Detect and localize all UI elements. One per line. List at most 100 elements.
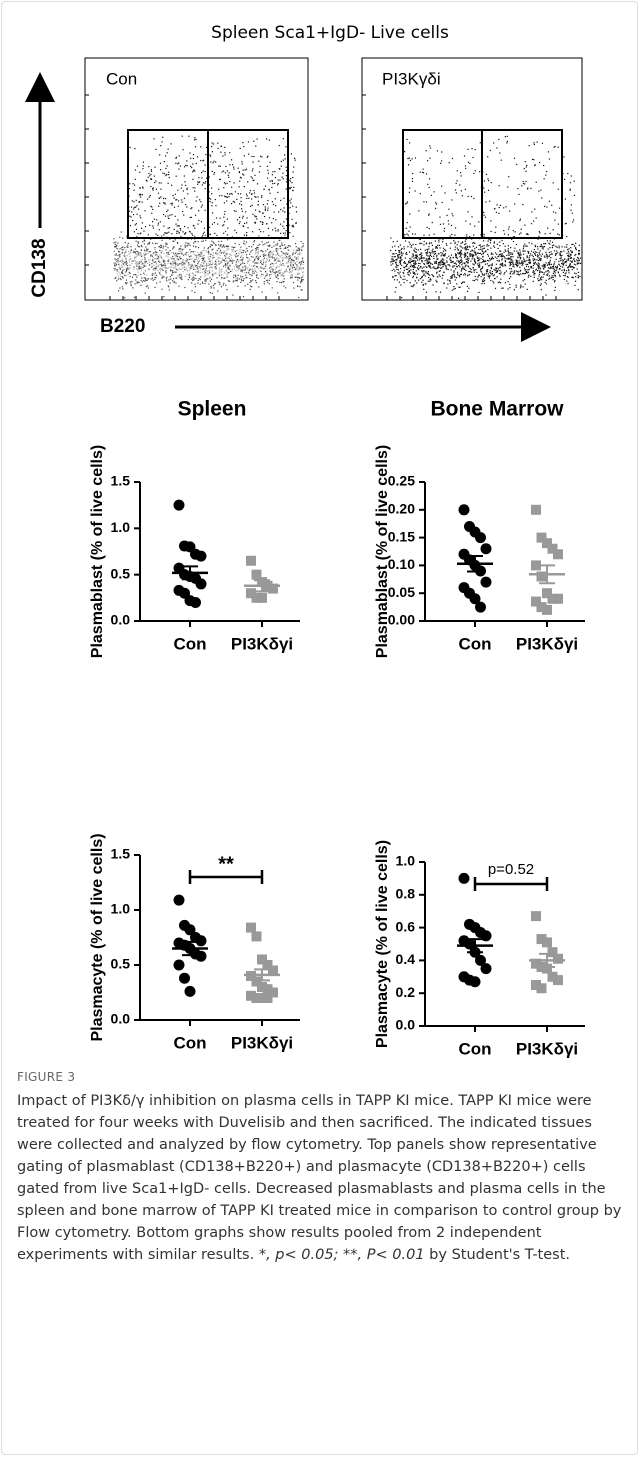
flow-event xyxy=(181,199,182,200)
flow-event xyxy=(528,275,529,276)
flow-event xyxy=(137,281,138,282)
flow-event xyxy=(521,229,522,230)
flow-event xyxy=(287,247,288,248)
flow-event xyxy=(202,184,203,185)
flow-event xyxy=(544,267,545,268)
flow-event xyxy=(444,255,445,256)
flow-event xyxy=(277,261,278,262)
flow-event xyxy=(210,264,211,265)
flow-event xyxy=(258,247,259,248)
flow-event xyxy=(576,273,577,274)
flow-event xyxy=(184,166,185,167)
flow-event xyxy=(224,221,225,222)
flow-event xyxy=(197,252,198,253)
flow-event xyxy=(236,261,237,262)
flow-event xyxy=(262,241,263,242)
flow-event xyxy=(393,241,394,242)
flow-event xyxy=(471,269,472,270)
flow-event xyxy=(239,249,240,250)
flow-event xyxy=(140,254,141,255)
flow-event xyxy=(246,234,247,235)
flow-event xyxy=(128,243,129,244)
flow-event xyxy=(176,263,177,264)
flow-event xyxy=(245,211,246,212)
flow-event xyxy=(272,271,273,272)
flow-event xyxy=(148,177,149,178)
flow-event xyxy=(568,255,569,256)
flow-event xyxy=(177,163,178,164)
flow-event xyxy=(415,280,416,281)
flow-event xyxy=(178,169,179,170)
data-point xyxy=(179,973,190,984)
flow-event xyxy=(198,182,199,183)
flow-event xyxy=(545,243,546,244)
flow-event xyxy=(290,246,291,247)
flow-event xyxy=(437,265,438,266)
flow-event xyxy=(132,287,133,288)
figure: Spleen Sca1+IgD- Live cells Con PI3Kγδi … xyxy=(0,0,641,1060)
flow-event xyxy=(144,243,145,244)
flow-event xyxy=(198,220,199,221)
flow-event xyxy=(208,283,209,284)
flow-event xyxy=(147,253,148,254)
flow-event xyxy=(436,281,437,282)
flow-event xyxy=(174,271,175,272)
flow-event xyxy=(482,246,483,247)
flow-event xyxy=(234,182,235,183)
flow-event xyxy=(532,255,533,256)
flow-event xyxy=(232,259,233,260)
flow-event xyxy=(126,275,127,276)
flow-event xyxy=(528,266,529,267)
flow-event xyxy=(551,268,552,269)
flow-event xyxy=(416,270,417,271)
y-axis-label: Plasmacyte (% of live cells) xyxy=(374,840,391,1048)
flow-event xyxy=(193,279,194,280)
flow-event xyxy=(254,273,255,274)
flow-event xyxy=(254,215,255,216)
flow-event xyxy=(566,272,567,273)
flow-event xyxy=(423,263,424,264)
flow-event xyxy=(523,254,524,255)
flow-event xyxy=(269,140,270,141)
flow-event xyxy=(184,254,185,255)
flow-event xyxy=(392,263,393,264)
flow-event xyxy=(572,244,573,245)
flow-event xyxy=(303,267,304,268)
flow-event xyxy=(477,258,478,259)
flow-event xyxy=(430,279,431,280)
flow-event xyxy=(249,278,250,279)
flow-event xyxy=(449,258,450,259)
flow-event xyxy=(408,235,409,236)
flow-event xyxy=(122,258,123,259)
flow-event xyxy=(292,226,293,227)
flow-event xyxy=(214,243,215,244)
flow-event xyxy=(549,278,550,279)
flow-event xyxy=(292,267,293,268)
flow-event xyxy=(499,207,500,208)
flow-event xyxy=(554,146,555,147)
flow-event xyxy=(159,272,160,273)
flow-event xyxy=(273,257,274,258)
flow-event xyxy=(211,146,212,147)
flow-event xyxy=(500,272,501,273)
flow-event xyxy=(182,211,183,212)
flow-event xyxy=(292,177,293,178)
flow-event xyxy=(228,268,229,269)
flow-event xyxy=(296,211,297,212)
flow-event xyxy=(502,265,503,266)
flow-event xyxy=(134,190,135,191)
flow-event xyxy=(507,250,508,251)
flow-event xyxy=(572,221,573,222)
flow-event xyxy=(562,266,563,267)
flow-event xyxy=(469,247,470,248)
flow-event xyxy=(299,252,300,253)
flow-event xyxy=(492,254,493,255)
flow-event xyxy=(399,262,400,263)
flow-event xyxy=(459,263,460,264)
flow-event xyxy=(167,232,168,233)
flow-event xyxy=(263,256,264,257)
flow-event xyxy=(480,244,481,245)
flow-event xyxy=(231,203,232,204)
flow-event xyxy=(244,223,245,224)
flow-event xyxy=(161,236,162,237)
